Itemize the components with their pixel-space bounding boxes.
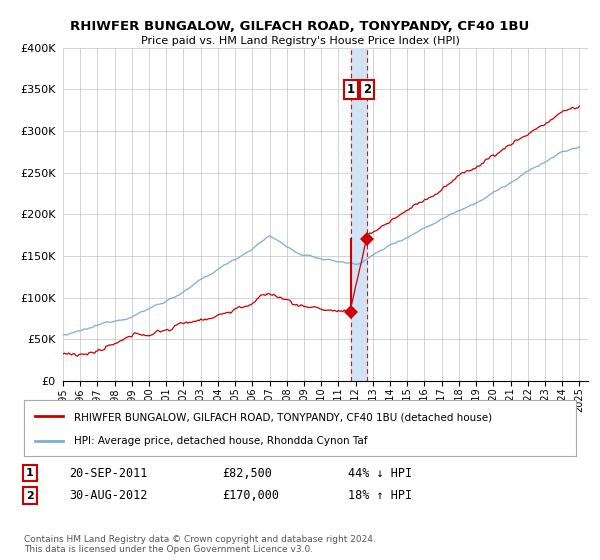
Text: Contains HM Land Registry data © Crown copyright and database right 2024.
This d: Contains HM Land Registry data © Crown c… (24, 535, 376, 554)
Text: 2: 2 (363, 83, 371, 96)
Text: 18% ↑ HPI: 18% ↑ HPI (348, 489, 412, 502)
Text: 30-AUG-2012: 30-AUG-2012 (69, 489, 148, 502)
Text: £170,000: £170,000 (222, 489, 279, 502)
Text: HPI: Average price, detached house, Rhondda Cynon Taf: HPI: Average price, detached house, Rhon… (74, 436, 367, 446)
Text: RHIWFER BUNGALOW, GILFACH ROAD, TONYPANDY, CF40 1BU: RHIWFER BUNGALOW, GILFACH ROAD, TONYPAND… (70, 20, 530, 32)
Text: 1: 1 (347, 83, 355, 96)
Text: £82,500: £82,500 (222, 466, 272, 480)
Text: 20-SEP-2011: 20-SEP-2011 (69, 466, 148, 480)
Text: Price paid vs. HM Land Registry's House Price Index (HPI): Price paid vs. HM Land Registry's House … (140, 36, 460, 46)
Text: 44% ↓ HPI: 44% ↓ HPI (348, 466, 412, 480)
Bar (351, 48, 367, 381)
Text: RHIWFER BUNGALOW, GILFACH ROAD, TONYPANDY, CF40 1BU (detached house): RHIWFER BUNGALOW, GILFACH ROAD, TONYPAND… (74, 412, 492, 422)
Text: 1: 1 (26, 468, 34, 478)
Text: 2: 2 (26, 491, 34, 501)
